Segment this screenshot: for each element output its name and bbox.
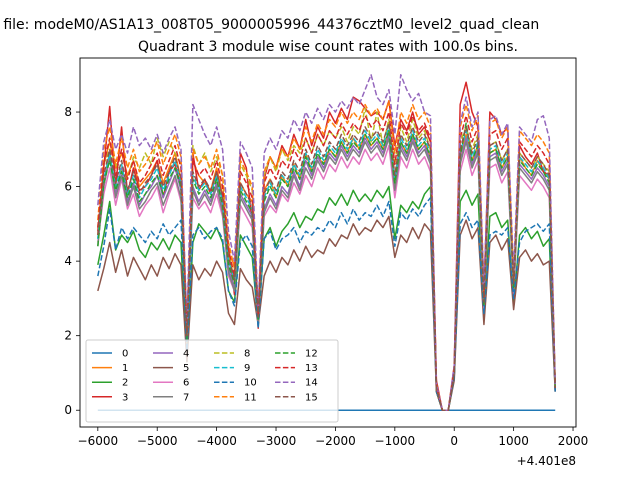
x-tick-label: −1000 <box>375 434 416 448</box>
legend-label-10: 10 <box>244 378 257 389</box>
y-tick-label: 2 <box>64 329 72 343</box>
x-tick-label: −4000 <box>196 434 237 448</box>
x-tick-label: 1000 <box>498 434 529 448</box>
series-line-2 <box>97 185 556 411</box>
legend-label-12: 12 <box>305 349 318 360</box>
legend-label-0: 0 <box>122 349 128 360</box>
legend-label-11: 11 <box>244 392 257 403</box>
x-tick-label: 0 <box>450 434 458 448</box>
plot-frame <box>79 57 577 428</box>
legend-label-14: 14 <box>305 378 318 389</box>
series-line-12 <box>97 122 556 411</box>
x-tick-label: −6000 <box>78 434 119 448</box>
series-line-10 <box>97 197 556 411</box>
legend-label-3: 3 <box>122 392 128 403</box>
series-line-13 <box>97 111 556 411</box>
x-axis: −6000 −5000 −4000 −3000 −2000 −1000 0 1000 2000 <box>78 427 589 448</box>
x-tick-label: −5000 <box>137 434 178 448</box>
y-axis: 0 2 4 6 8 <box>64 105 80 417</box>
legend-label-5: 5 <box>183 363 189 374</box>
legend-box <box>85 339 339 423</box>
y-tick-label: 4 <box>64 254 72 268</box>
y-tick-label: 0 <box>64 403 72 417</box>
legend-label-8: 8 <box>244 349 250 360</box>
legend-label-15: 15 <box>305 392 318 403</box>
y-tick-label: 8 <box>64 105 72 119</box>
x-tick-label: −2000 <box>315 434 356 448</box>
legend-label-6: 6 <box>183 378 189 389</box>
series-group <box>97 74 556 411</box>
figure-suptitle: n file: modeM0/AS1A13_008T05_9000005996_… <box>0 17 539 33</box>
series-line-15 <box>97 122 556 411</box>
legend-label-1: 1 <box>122 363 128 374</box>
x-tick-label: 2000 <box>558 434 589 448</box>
x-tick-label: −3000 <box>256 434 297 448</box>
series-line-5 <box>97 215 556 411</box>
series-line-14 <box>97 74 556 411</box>
y-tick-label: 6 <box>64 180 72 194</box>
legend-label-13: 13 <box>305 363 318 374</box>
legend-label-9: 9 <box>244 363 250 374</box>
legend-label-7: 7 <box>183 392 189 403</box>
chart-title: Quadrant 3 module wise count rates with … <box>138 39 518 55</box>
x-offset-text: +4.401e8 <box>517 454 576 468</box>
legend-label-4: 4 <box>183 349 189 360</box>
legend-label-2: 2 <box>122 378 128 389</box>
